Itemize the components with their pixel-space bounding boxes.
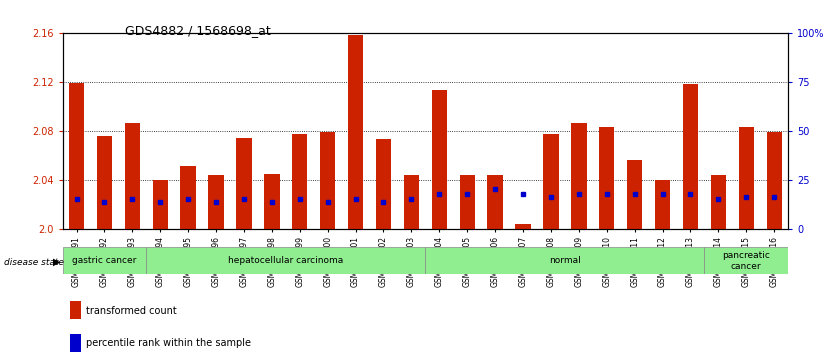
FancyBboxPatch shape xyxy=(63,248,146,274)
FancyBboxPatch shape xyxy=(705,248,788,274)
Bar xyxy=(153,180,168,229)
Bar xyxy=(766,132,781,229)
Bar xyxy=(683,84,698,229)
Bar xyxy=(571,123,586,229)
Text: hepatocellular carcinoma: hepatocellular carcinoma xyxy=(229,257,344,265)
Bar xyxy=(292,134,308,229)
Bar xyxy=(376,139,391,229)
Bar xyxy=(180,166,196,229)
Bar xyxy=(404,175,419,229)
Bar xyxy=(208,175,224,229)
Text: transformed count: transformed count xyxy=(87,306,178,316)
Bar xyxy=(236,138,252,229)
Text: ▶: ▶ xyxy=(53,257,60,267)
Bar xyxy=(124,123,140,229)
Bar xyxy=(739,127,754,229)
Bar xyxy=(69,83,84,229)
Text: disease state: disease state xyxy=(4,258,64,266)
Bar xyxy=(460,175,475,229)
FancyBboxPatch shape xyxy=(146,248,425,274)
Bar xyxy=(627,160,642,229)
Text: pancreatic
cancer: pancreatic cancer xyxy=(722,251,771,271)
Text: percentile rank within the sample: percentile rank within the sample xyxy=(87,338,252,348)
Bar xyxy=(487,175,503,229)
Bar xyxy=(348,35,364,229)
Bar xyxy=(97,136,112,229)
FancyBboxPatch shape xyxy=(425,248,705,274)
Bar xyxy=(543,134,559,229)
Text: normal: normal xyxy=(549,257,580,265)
Bar xyxy=(264,174,279,229)
Text: GDS4882 / 1568698_at: GDS4882 / 1568698_at xyxy=(125,24,271,37)
Bar xyxy=(515,224,530,229)
Bar xyxy=(655,180,671,229)
Text: gastric cancer: gastric cancer xyxy=(73,257,137,265)
Bar xyxy=(432,90,447,229)
Bar xyxy=(320,132,335,229)
Bar xyxy=(599,127,615,229)
Bar xyxy=(70,334,81,352)
Bar xyxy=(70,301,81,319)
Bar xyxy=(711,175,726,229)
